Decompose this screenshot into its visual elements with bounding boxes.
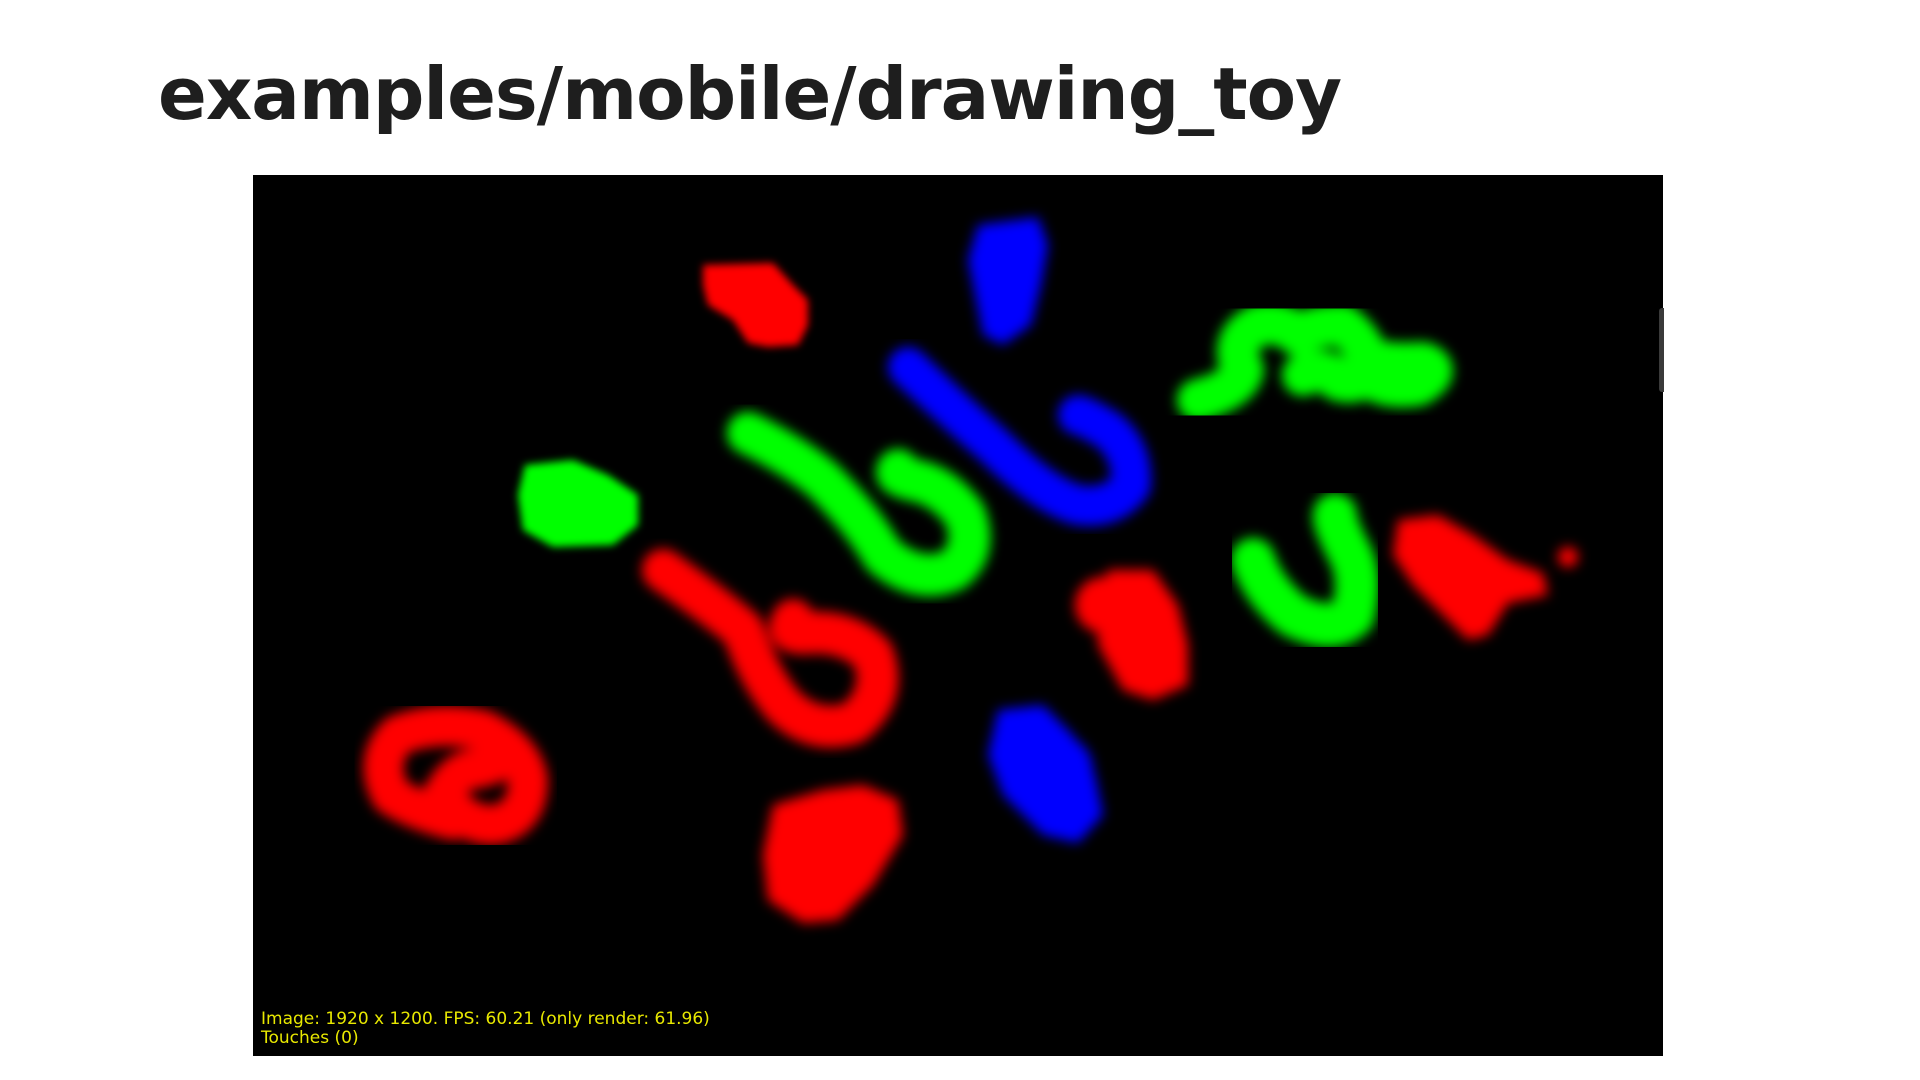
fps-readout: Image: 1920 x 1200. FPS: 60.21 (only ren… xyxy=(261,1009,710,1029)
status-overlay: Image: 1920 x 1200. FPS: 60.21 (only ren… xyxy=(261,1010,710,1048)
stroke-red-loop-center xyxy=(642,549,899,748)
canvas-background xyxy=(253,175,1663,1056)
stroke-blue-blob-bottom xyxy=(988,705,1103,843)
slide-title: examples/mobile/drawing_toy xyxy=(158,52,1342,136)
stroke-red-loop-bottom xyxy=(363,706,548,845)
stroke-blue-blob-top xyxy=(968,217,1048,345)
app-window: Image: 1920 x 1200. FPS: 60.21 (only ren… xyxy=(253,175,1663,1056)
stroke-blue-hook xyxy=(888,347,1152,526)
drawing-canvas[interactable] xyxy=(253,175,1663,1056)
stroke-red-splat-right xyxy=(1393,515,1578,640)
side-tab-handle[interactable] xyxy=(1659,308,1664,392)
stroke-green-hook-right xyxy=(1231,493,1379,647)
stroke-green-squiggle xyxy=(1177,302,1453,421)
stroke-red-blob-center xyxy=(1075,570,1188,700)
stroke-green-curl xyxy=(727,412,991,596)
stroke-red-blob-bottom xyxy=(763,785,903,923)
touches-readout: Touches (0) xyxy=(261,1028,359,1048)
stroke-green-blob-left xyxy=(518,460,638,547)
stroke-red-blob-top xyxy=(703,263,808,347)
